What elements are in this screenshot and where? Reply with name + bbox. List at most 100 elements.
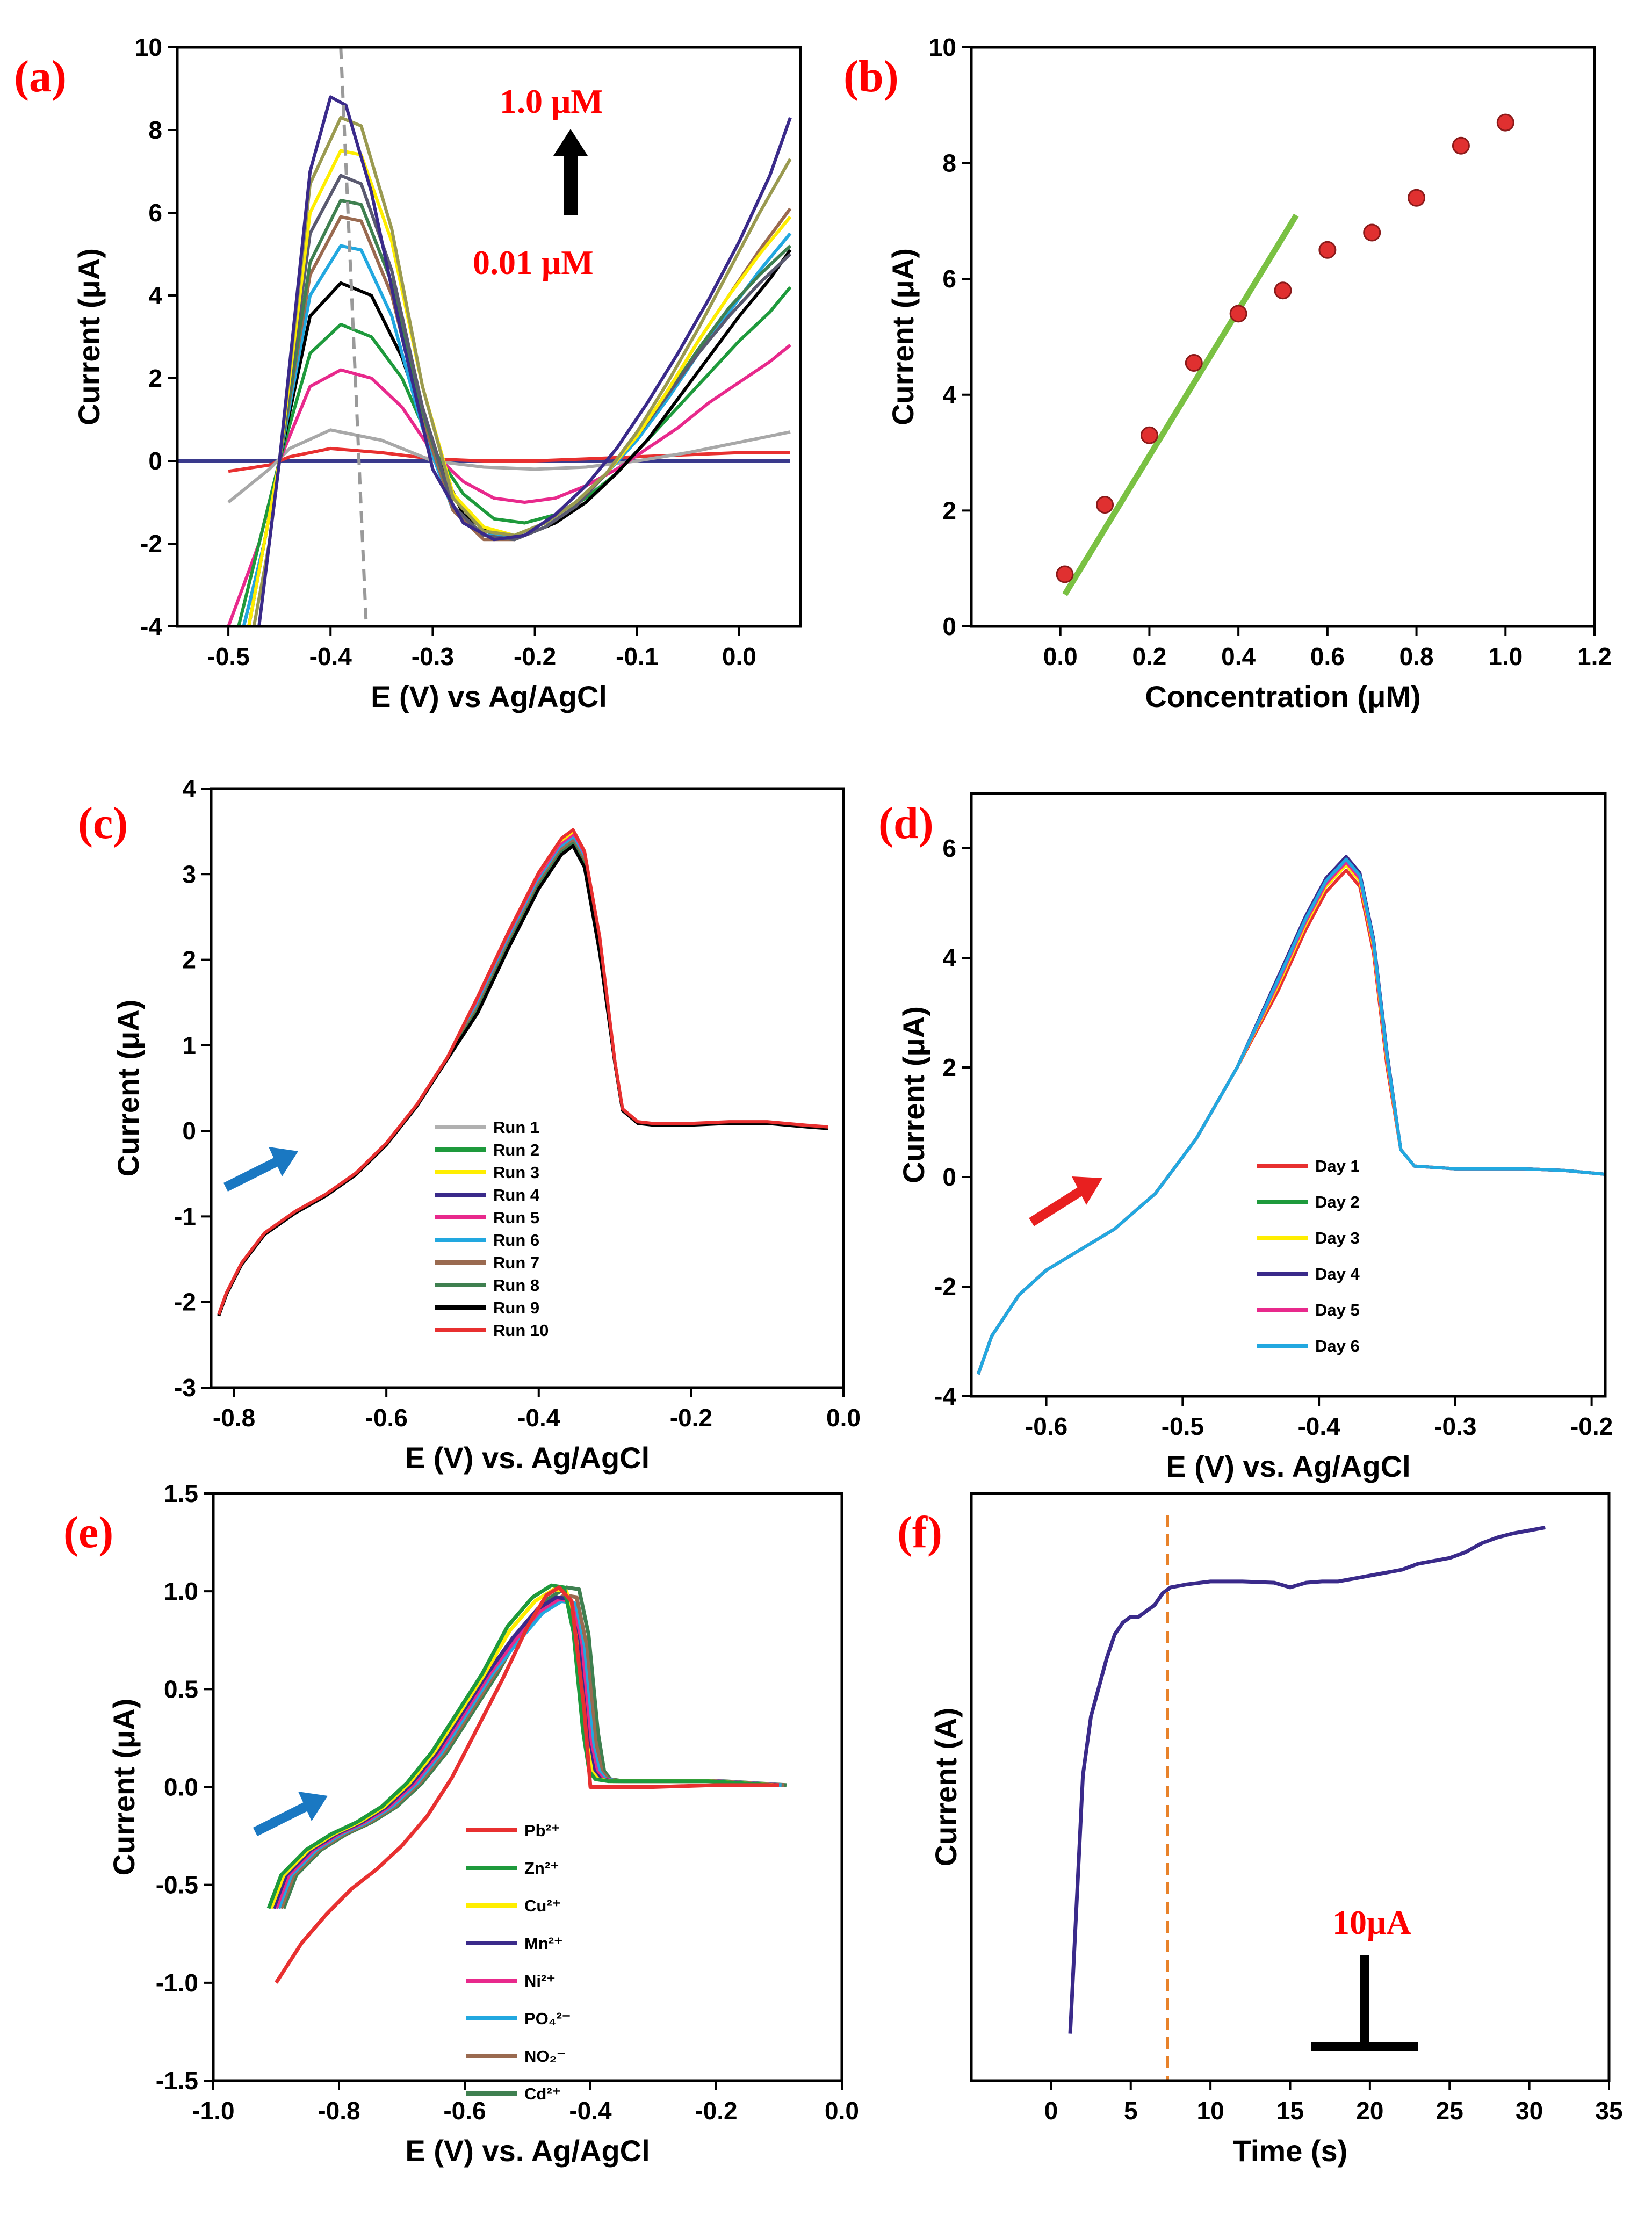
x-tick-label: 15	[1276, 2097, 1304, 2125]
data-point	[1496, 113, 1514, 132]
data-point	[1274, 281, 1292, 300]
series-line	[247, 149, 792, 626]
panel-d-frame	[970, 792, 1607, 1398]
x-tick-label: 0.0	[825, 2097, 859, 2125]
x-tick-label: -0.6	[1025, 1412, 1067, 1440]
scan-direction-arrow-d	[1029, 1176, 1102, 1226]
panel-f-label: (f)	[897, 1507, 942, 1557]
day-line	[976, 855, 1605, 1375]
x-tick-label: -0.8	[318, 2097, 360, 2125]
panel-c-label: (c)	[78, 798, 128, 848]
y-tick-label: -1	[174, 1202, 196, 1230]
legend-label: Run 7	[493, 1253, 539, 1272]
legend-label: Day 1	[1315, 1157, 1360, 1175]
y-tick-label: -2	[140, 530, 162, 558]
x-tick-label: -0.4	[517, 1404, 560, 1432]
scale-bar-label: 10μA	[1332, 1903, 1411, 1941]
x-tick-label: 1.0	[1488, 642, 1523, 670]
series-line	[242, 232, 792, 626]
legend-label: Day 3	[1315, 1229, 1360, 1247]
panel-a: -0.5 -0.4 -0.3 -0.2 -0.1 0.0 -4 -2 0 2 4 6 8 10 E (V) …	[72, 33, 802, 713]
x-tick-label: 5	[1124, 2097, 1138, 2125]
y-tick-label: -4	[140, 612, 162, 640]
y-tick-label: 2	[182, 946, 196, 974]
data-point	[1140, 426, 1158, 444]
series-line	[237, 286, 792, 626]
day-line	[976, 857, 1605, 1375]
y-tick-label: -1.5	[156, 2067, 198, 2095]
y-tick-label: 6	[942, 834, 956, 862]
data-point	[1452, 136, 1470, 155]
x-tick-label: -0.4	[569, 2097, 612, 2125]
panel-b-label: (b)	[843, 52, 899, 102]
scan-direction-arrow-e	[253, 1792, 328, 1837]
y-tick-label: 6	[148, 199, 162, 227]
y-tick-label: -1.0	[156, 1969, 198, 1997]
legend-label: Run 2	[493, 1140, 539, 1159]
panel-a-frame	[176, 46, 802, 628]
panel-e-label: (e)	[63, 1507, 113, 1557]
y-tick-label: 3	[182, 860, 196, 888]
y-tick-label: -2	[934, 1273, 956, 1301]
y-tick-label: 6	[942, 265, 956, 293]
panel-b-frame	[970, 46, 1596, 628]
x-tick-label: 1.2	[1577, 642, 1612, 670]
x-tick-label: -0.2	[1570, 1412, 1613, 1440]
current-line	[1068, 1525, 1546, 2034]
series-line	[257, 95, 792, 626]
panel-a-label: (a)	[14, 52, 67, 102]
y-tick-label: 0	[148, 447, 162, 475]
y-tick-label: 1	[182, 1031, 196, 1059]
series-line	[252, 115, 792, 626]
y-tick-label: 0.5	[164, 1675, 198, 1703]
legend-label: Run 3	[493, 1163, 539, 1182]
legend-label: Cd²⁺	[524, 2084, 561, 2103]
y-axis-label: Current (μA)	[111, 1000, 145, 1177]
panel-c: -0.8 -0.6 -0.4 -0.2 0.0 -3 -2 -1 0 1 2 3 4 E (V) vs. …	[111, 775, 861, 1475]
x-axis-label: Concentration (μM)	[1145, 680, 1420, 713]
x-tick-label: -0.6	[365, 1404, 408, 1432]
y-tick-label: 8	[148, 116, 162, 144]
y-axis-label: Current (μA)	[886, 248, 920, 425]
legend-label: Run 6	[493, 1231, 539, 1250]
ion-line	[266, 1583, 772, 1909]
legend-label: Mn²⁺	[524, 1934, 562, 1953]
legend-label: Ni²⁺	[524, 1972, 556, 1990]
y-tick-label: 0	[942, 1163, 956, 1191]
legend-label: Run 8	[493, 1276, 539, 1295]
panel-e-frame	[212, 1492, 843, 2082]
annotation-high-conc: 1.0 μM	[500, 82, 603, 120]
legend-label: Day 2	[1315, 1193, 1360, 1211]
y-tick-label: 4	[942, 944, 956, 972]
x-tick-label: -0.2	[514, 642, 556, 670]
legend-label: Day 4	[1315, 1265, 1360, 1283]
legend-label: Day 6	[1315, 1337, 1360, 1355]
panel-c-frame	[210, 787, 845, 1389]
data-point	[1056, 565, 1074, 583]
day-line	[976, 863, 1605, 1375]
x-tick-label: -0.4	[1297, 1412, 1340, 1440]
x-axis-label: E (V) vs. Ag/AgCl	[405, 2134, 650, 2168]
x-tick-label: 25	[1436, 2097, 1463, 2125]
x-tick-label: 10	[1197, 2097, 1224, 2125]
legend-label: PO₄²⁻	[524, 2009, 571, 2028]
x-axis-label: Time (s)	[1233, 2134, 1348, 2168]
y-axis-label: Current (A)	[929, 1708, 963, 1867]
y-tick-label: 10	[135, 33, 162, 61]
day-line	[976, 857, 1605, 1375]
panel-e: -1.0 -0.8 -0.6 -0.4 -0.2 0.0-1.5-1.0-0.50.00.…	[107, 1479, 859, 2168]
y-axis-label: Current (μA)	[897, 1006, 930, 1183]
y-tick-label: 4	[148, 281, 162, 309]
x-tick-label: 0.0	[826, 1404, 861, 1432]
y-tick-label: 1.5	[164, 1479, 198, 1507]
x-tick-label: 0.2	[1132, 642, 1166, 670]
y-tick-label: 0	[182, 1117, 196, 1145]
data-point	[1408, 189, 1426, 207]
x-tick-label: 0.6	[1310, 642, 1345, 670]
y-tick-label: 2	[942, 1053, 956, 1081]
x-axis-label: E (V) vs. Ag/AgCl	[1166, 1449, 1410, 1483]
panel-f: 0 5 10 15 20 25 30 35 Time (s) Current (A) 10μA	[929, 1492, 1623, 2168]
x-axis-label: E (V) vs Ag/AgCl	[371, 680, 607, 713]
day-line	[976, 860, 1605, 1375]
